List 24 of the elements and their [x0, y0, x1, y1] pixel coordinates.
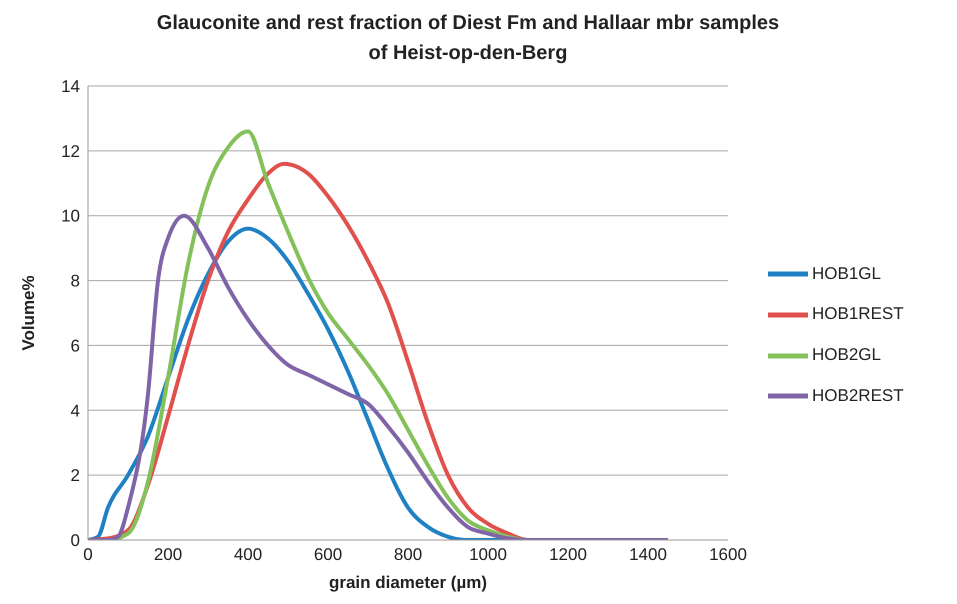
y-tick-label: 4 — [70, 401, 80, 420]
chart-title: Glauconite and rest fraction of Diest Fm and Hallaar mbr samples of Heist-op-den-Berg — [156, 11, 780, 66]
y-tick-label: 6 — [70, 336, 80, 356]
x-tick-label: 1400 — [629, 545, 667, 564]
x-tick-label: 800 — [394, 545, 422, 564]
legend-label: HOB1GL — [812, 264, 881, 283]
x-tick-label: 1000 — [469, 545, 507, 564]
y-tick-label: 8 — [70, 272, 80, 291]
y-axis-title: Volume% — [19, 275, 38, 351]
y-tick-label: 0 — [70, 531, 80, 550]
y-tick-label: 12 — [61, 142, 80, 161]
legend-label: HOB2GL — [812, 345, 881, 364]
legend-label: HOB1REST — [812, 304, 904, 324]
y-tick-label: 10 — [61, 206, 80, 226]
x-axis-title: grain diameter (µm) — [328, 573, 488, 592]
x-tick-label: 1600 — [709, 545, 747, 564]
x-tick-label: 400 — [234, 545, 262, 564]
x-tick-label: 1200 — [549, 545, 587, 564]
y-tick-label: 14 — [61, 77, 80, 96]
y-tick-label: 2 — [70, 466, 80, 486]
x-tick-label: 200 — [154, 545, 182, 564]
legend-label: HOB2REST — [812, 386, 904, 405]
x-tick-label: 600 — [314, 545, 342, 564]
x-tick-label: 0 — [83, 545, 93, 564]
